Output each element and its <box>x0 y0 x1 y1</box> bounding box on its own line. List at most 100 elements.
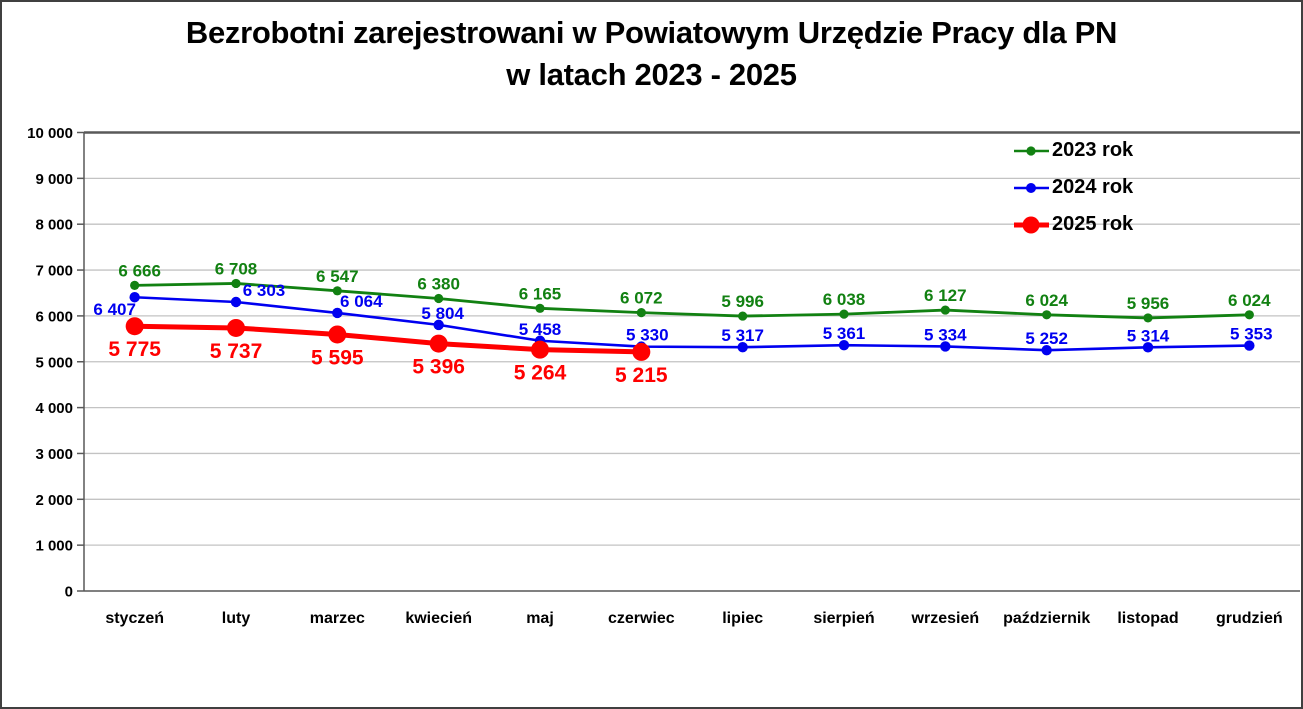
x-axis-label: styczeń <box>105 610 164 627</box>
y-axis-label: 5 000 <box>35 354 73 371</box>
x-axis-label: kwiecień <box>405 610 472 627</box>
data-label: 5 334 <box>924 325 967 344</box>
data-point <box>940 305 950 315</box>
data-point <box>738 311 748 321</box>
data-point <box>535 303 545 313</box>
data-label: 5 215 <box>615 364 668 387</box>
data-point <box>838 339 850 351</box>
data-point <box>1042 310 1052 320</box>
data-label: 5 956 <box>1127 294 1170 313</box>
legend-label-2023: 2023 rok <box>1052 139 1134 161</box>
chart-title: Bezrobotni zarejestrowani w Powiatowym U… <box>2 12 1301 96</box>
data-point <box>839 309 849 319</box>
y-axis-label: 3 000 <box>35 446 73 463</box>
data-label: 5 458 <box>519 320 562 339</box>
y-axis-label: 2 000 <box>35 492 73 509</box>
data-point <box>332 307 343 319</box>
data-point <box>332 286 342 296</box>
data-label: 5 775 <box>108 338 161 361</box>
data-label: 6 165 <box>519 284 562 303</box>
data-label: 6 708 <box>215 259 258 278</box>
data-point <box>230 296 242 308</box>
data-label: 6 303 <box>243 281 286 300</box>
data-point <box>940 341 951 352</box>
data-label: 6 072 <box>620 289 663 308</box>
data-point <box>632 342 651 361</box>
data-label: 5 252 <box>1025 329 1068 348</box>
chart-title-line1: Bezrobotni zarejestrowani w Powiatowym U… <box>185 15 1118 50</box>
y-axis-label: 6 000 <box>35 308 73 325</box>
data-label: 5 595 <box>311 346 364 369</box>
data-label: 5 264 <box>514 362 567 385</box>
data-label: 6 127 <box>924 286 967 305</box>
x-axis-label: październik <box>1003 610 1090 627</box>
x-axis-label: grudzień <box>1216 610 1283 627</box>
series-line <box>134 282 1250 320</box>
x-axis-label: czerwiec <box>608 610 675 627</box>
chart-title-line2: w latach 2023 - 2025 <box>506 57 797 92</box>
x-axis-label: sierpień <box>813 610 874 627</box>
x-axis-label: marzec <box>310 610 365 627</box>
data-point <box>1244 310 1254 320</box>
data-point <box>1143 313 1153 323</box>
data-point <box>636 307 646 318</box>
data-point <box>1142 342 1154 353</box>
x-axis-label: listopad <box>1117 610 1178 627</box>
legend-item-2024: 2024 rok <box>1012 169 1133 206</box>
legend-item-2023: 2023 rok <box>1012 132 1133 169</box>
data-label: 5 396 <box>412 356 465 379</box>
data-point <box>737 342 748 353</box>
data-label: 6 666 <box>118 261 161 280</box>
data-label: 6 064 <box>340 292 383 311</box>
data-label: 5 737 <box>210 340 263 363</box>
data-point <box>434 293 444 304</box>
series-2025-rok: 5 775 5 737 5 595 5 396 5 264 5 215 <box>108 317 668 387</box>
data-label: 6 547 <box>316 267 359 286</box>
legend-item-2025: 2025 rok <box>1012 206 1133 243</box>
data-label: 6 024 <box>1228 291 1271 310</box>
data-label: 6 024 <box>1025 291 1068 310</box>
data-point <box>531 340 549 359</box>
data-label: 6 380 <box>417 274 460 293</box>
legend-label-2025: 2025 rok <box>1052 213 1134 235</box>
data-point <box>130 280 140 290</box>
y-axis-label: 9 000 <box>35 171 73 188</box>
series-line <box>134 295 1250 352</box>
data-label: 5 361 <box>823 324 866 343</box>
data-point <box>433 319 444 331</box>
y-axis-label: 1 000 <box>35 538 73 555</box>
data-point <box>125 317 144 336</box>
legend: 2023 rok 2024 rok 2025 rok <box>1012 132 1133 243</box>
data-label: 5 353 <box>1230 325 1273 344</box>
data-point <box>429 334 448 353</box>
series-line <box>134 323 642 355</box>
data-point <box>129 292 140 303</box>
x-axis-label: luty <box>222 610 251 627</box>
y-axis-label: 0 <box>65 584 73 601</box>
data-label: 6 407 <box>93 300 136 319</box>
y-axis-label: 10 000 <box>27 125 73 142</box>
data-label: 5 330 <box>626 326 669 345</box>
legend-marker-2025-icon <box>1014 216 1049 233</box>
x-axis-label: wrzesień <box>911 610 980 627</box>
series-2024-rok: 6 407 6 303 6 064 5 804 5 458 5 330 5 317 5 361… <box>93 281 1273 356</box>
data-label: 6 038 <box>823 290 866 309</box>
y-axis-label: 7 000 <box>35 263 73 280</box>
data-point <box>231 278 241 289</box>
data-point <box>1041 344 1052 356</box>
y-axis-label: 8 000 <box>35 217 73 234</box>
data-label: 5 317 <box>721 326 764 345</box>
legend-marker-2024-icon <box>1014 182 1049 193</box>
legend-label-2024: 2024 rok <box>1052 176 1134 198</box>
data-label: 5 314 <box>1127 326 1170 345</box>
y-axis-label: 4 000 <box>35 400 73 417</box>
series-2023-rok: 6 666 6 708 6 547 6 380 6 165 6 072 5 996 6 038… <box>118 259 1271 323</box>
x-axis-label: maj <box>526 610 554 627</box>
data-point <box>1244 340 1255 351</box>
legend-marker-2023-icon <box>1014 145 1049 156</box>
data-point <box>227 318 245 337</box>
data-label: 5 996 <box>721 292 764 311</box>
data-point <box>328 325 347 344</box>
